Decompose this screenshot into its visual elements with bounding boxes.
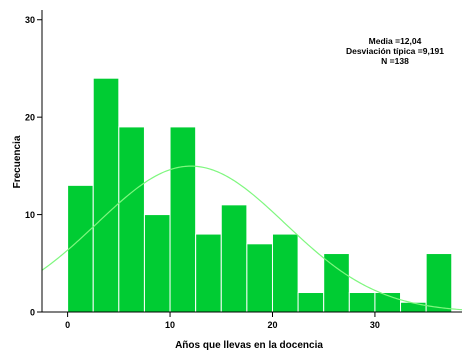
y-tick-label: 0 bbox=[30, 308, 35, 318]
ticks: 0 10 20 30 0 10 20 30 bbox=[25, 15, 380, 330]
histogram-bar bbox=[67, 184, 94, 313]
y-axis-label: Frecuencia bbox=[12, 135, 23, 188]
histogram-bar bbox=[195, 233, 222, 313]
y-tick-label: 30 bbox=[25, 15, 35, 25]
normal-curve bbox=[41, 165, 463, 311]
histogram-bar bbox=[323, 253, 350, 313]
x-tick-label: 10 bbox=[165, 320, 175, 330]
histogram-bar bbox=[400, 301, 427, 313]
histogram-bar bbox=[220, 204, 248, 313]
x-tick-label: 30 bbox=[370, 320, 380, 330]
y-tick-label: 20 bbox=[25, 113, 35, 123]
stats-line: Desviación típica =9,191 bbox=[346, 46, 444, 56]
histogram-bar bbox=[297, 292, 325, 313]
x-tick-label: 20 bbox=[267, 320, 277, 330]
y-tick-label: 10 bbox=[25, 210, 35, 220]
histogram-bar bbox=[169, 126, 197, 313]
histogram-bar bbox=[143, 214, 171, 313]
histogram-bars bbox=[67, 77, 453, 313]
histogram-bar bbox=[118, 126, 145, 313]
x-axis-label: Años que llevas en la docencia bbox=[175, 340, 323, 351]
stats-line: N =138 bbox=[381, 56, 409, 66]
x-tick-label: 0 bbox=[65, 320, 70, 330]
histogram-bar bbox=[425, 253, 453, 313]
histogram-bar bbox=[348, 292, 376, 313]
axes bbox=[41, 10, 462, 313]
histogram-bar bbox=[92, 77, 120, 313]
histogram-bar bbox=[246, 243, 273, 313]
histogram-bar bbox=[271, 233, 299, 313]
stats-line: Media =12,04 bbox=[369, 36, 422, 46]
